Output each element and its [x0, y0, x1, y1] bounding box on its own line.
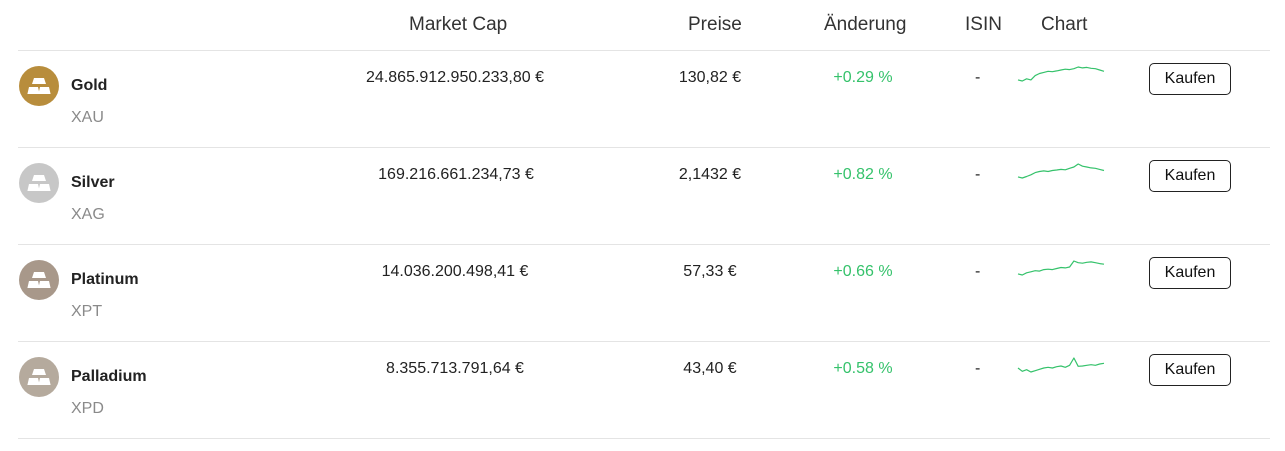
- header-chart: Chart: [1041, 14, 1088, 35]
- sparkline-chart: [1017, 163, 1105, 179]
- market-cap-value: 169.216.661.234,73 €: [378, 166, 534, 183]
- asset-symbol: XAG: [71, 206, 105, 223]
- market-cap-value: 14.036.200.498,41 €: [381, 263, 529, 280]
- asset-name[interactable]: Gold: [71, 77, 108, 94]
- price-value: 130,82 €: [678, 69, 742, 86]
- gold-bars-icon: [19, 66, 59, 106]
- table-body: Gold XAU 24.865.912.950.233,80 € 130,82 …: [18, 51, 1270, 439]
- asset-symbol: XPD: [71, 400, 104, 417]
- buy-button[interactable]: Kaufen: [1149, 63, 1231, 95]
- table-row[interactable]: Palladium XPD 8.355.713.791,64 € 43,40 €…: [18, 342, 1270, 439]
- table-row[interactable]: Gold XAU 24.865.912.950.233,80 € 130,82 …: [18, 51, 1270, 148]
- asset-name[interactable]: Silver: [71, 174, 115, 191]
- asset-table: Market Cap Preise Änderung ISIN Chart Go…: [18, 0, 1270, 439]
- isin-value: -: [975, 263, 981, 280]
- header-market-cap[interactable]: Market Cap: [409, 14, 508, 35]
- sparkline-chart: [1017, 357, 1105, 373]
- asset-name[interactable]: Platinum: [71, 271, 139, 288]
- platinum-bars-icon: [19, 260, 59, 300]
- change-value: +0.66 %: [833, 263, 893, 280]
- table-row[interactable]: Silver XAG 169.216.661.234,73 € 2,1432 €…: [18, 148, 1270, 245]
- sparkline-line: [1017, 260, 1105, 276]
- asset-symbol: XPT: [71, 303, 103, 320]
- header-isin[interactable]: ISIN: [965, 14, 1002, 35]
- header-price[interactable]: Preise: [688, 14, 742, 35]
- buy-button[interactable]: Kaufen: [1149, 257, 1231, 289]
- isin-value: -: [975, 69, 981, 86]
- palladium-bars-icon: [19, 357, 59, 397]
- silver-bars-icon: [19, 163, 59, 203]
- sparkline-chart: [1017, 260, 1105, 276]
- sparkline-line: [1017, 66, 1105, 82]
- table-row[interactable]: Platinum XPT 14.036.200.498,41 € 57,33 €…: [18, 245, 1270, 342]
- asset-symbol: XAU: [71, 109, 104, 126]
- price-value: 43,40 €: [683, 360, 737, 377]
- table-header: Market Cap Preise Änderung ISIN Chart: [18, 0, 1270, 51]
- change-value: +0.82 %: [833, 166, 893, 183]
- market-cap-value: 24.865.912.950.233,80 €: [366, 69, 544, 86]
- sparkline-line: [1017, 163, 1105, 179]
- change-value: +0.29 %: [833, 69, 893, 86]
- price-value: 57,33 €: [683, 263, 737, 280]
- buy-button[interactable]: Kaufen: [1149, 354, 1231, 386]
- isin-value: -: [975, 360, 981, 377]
- isin-value: -: [975, 166, 981, 183]
- sparkline-line: [1017, 357, 1105, 373]
- asset-name[interactable]: Palladium: [71, 368, 147, 385]
- sparkline-chart: [1017, 66, 1105, 82]
- change-value: +0.58 %: [833, 360, 893, 377]
- header-change[interactable]: Änderung: [824, 14, 907, 35]
- market-cap-value: 8.355.713.791,64 €: [386, 360, 524, 377]
- price-value: 2,1432 €: [678, 166, 742, 183]
- buy-button[interactable]: Kaufen: [1149, 160, 1231, 192]
